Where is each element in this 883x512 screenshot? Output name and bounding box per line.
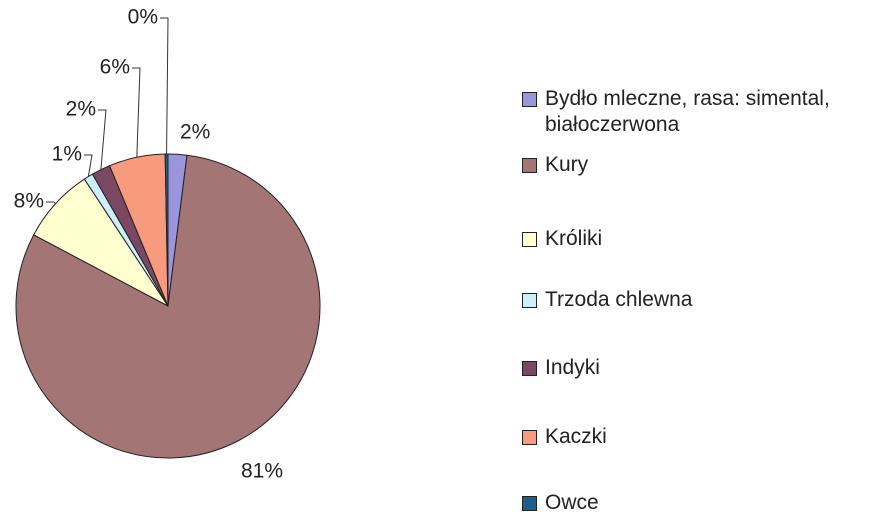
legend-item: Owce	[522, 490, 882, 512]
leader-line	[160, 17, 169, 155]
legend-label: Kaczki	[545, 425, 607, 448]
data-label: 2%	[180, 121, 210, 144]
data-label: 1%	[52, 143, 82, 166]
legend-label: Króliki	[545, 227, 603, 250]
legend-item: Króliki	[522, 226, 882, 252]
legend-swatch	[522, 430, 537, 445]
legend-swatch	[522, 361, 537, 376]
data-label: 81%	[241, 460, 283, 483]
legend-item: Kaczki	[522, 424, 882, 450]
leader-line	[84, 154, 93, 177]
data-label: 6%	[100, 56, 130, 79]
legend-swatch	[522, 496, 537, 511]
legend-label: Owce	[545, 491, 599, 512]
legend-label: Trzoda chlewna	[545, 288, 693, 311]
data-label: 8%	[14, 190, 44, 213]
legend-swatch	[522, 293, 537, 308]
legend-item: Trzoda chlewna	[522, 287, 882, 313]
legend-swatch	[522, 232, 537, 247]
leader-line	[132, 67, 141, 158]
data-label: 0%	[128, 6, 158, 29]
legend-label: Indyki	[545, 356, 600, 379]
pie-slice	[15, 154, 321, 459]
leader-line	[46, 201, 56, 205]
legend-item: Kury	[522, 152, 882, 178]
legend-label: Bydło mleczne, rasa: simental, białoczer…	[545, 87, 830, 136]
leader-line	[98, 109, 107, 170]
legend-item: Bydło mleczne, rasa: simental, białoczer…	[522, 86, 882, 138]
legend-item: Indyki	[522, 355, 882, 381]
pie-slice	[164, 153, 169, 307]
legend-swatch	[522, 92, 537, 107]
legend-label: Kury	[545, 153, 589, 176]
legend-swatch	[522, 158, 537, 173]
data-label: 2%	[66, 98, 96, 121]
